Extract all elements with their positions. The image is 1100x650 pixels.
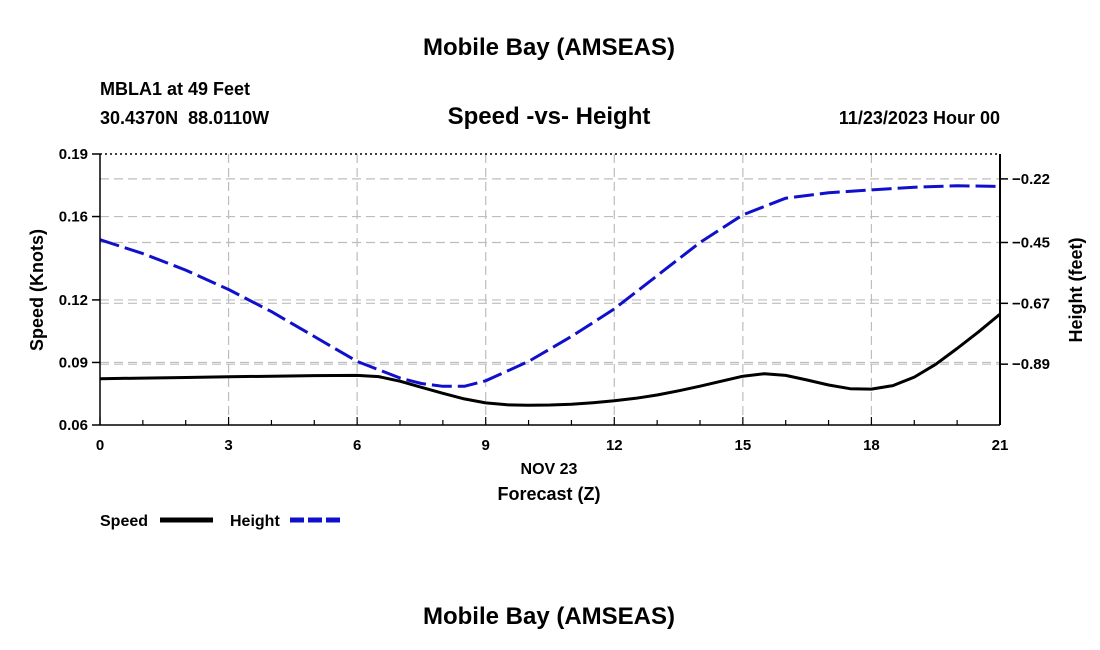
- footer-title: Mobile Bay (AMSEAS): [423, 603, 675, 630]
- grid-layer: [100, 154, 1000, 425]
- y-left-tick-label: 0.09: [59, 354, 88, 371]
- x-axis-label: Forecast (Z): [497, 484, 600, 504]
- x-tick-label: 12: [606, 437, 623, 454]
- legend: Speed Height: [100, 513, 343, 530]
- y-right-tick-label: −0.45: [1012, 234, 1050, 251]
- y-axis-right-label: Height (feet): [1066, 238, 1086, 343]
- y-left-tick-label: 0.06: [59, 417, 88, 434]
- y-right-tick-label: −0.67: [1012, 295, 1050, 312]
- y-right-tick-label: −0.89: [1012, 356, 1050, 373]
- plot-frame: [99, 153, 1001, 426]
- series-layer: [99, 184, 1001, 407]
- x-axis-date-label: NOV 23: [521, 461, 578, 478]
- y-right-tick-label: −0.22: [1012, 171, 1050, 188]
- legend-speed-label: Speed: [100, 513, 148, 530]
- y-left-tick-label: 0.12: [59, 292, 88, 309]
- plot-background: [100, 154, 1000, 425]
- x-axis: 0 3 6 9 12 15 18 21: [96, 417, 1009, 454]
- chart-subtitle: Speed -vs- Height: [448, 103, 651, 130]
- series-line-speed: [99, 312, 1001, 407]
- x-tick-label: 21: [992, 437, 1009, 454]
- legend-height-label: Height: [230, 513, 280, 530]
- station-label: MBLA1 at 49 Feet: [100, 79, 250, 99]
- x-tick-label: 9: [482, 437, 490, 454]
- x-tick-label: 3: [224, 437, 232, 454]
- y-left-tick-label: 0.16: [59, 209, 88, 226]
- y-left-tick-label: 0.19: [59, 146, 88, 163]
- plot-area: 0 3 6 9 12 15 18 21 0.060.090.120.160.19 −0.22−…: [59, 146, 1050, 454]
- x-tick-label: 6: [353, 437, 361, 454]
- series-line-height: [99, 184, 1001, 388]
- coordinates-label: 30.4370N 88.0110W: [100, 108, 269, 128]
- y-axis-left: 0.06 0.09 0.12 0.16 0.19: [59, 146, 100, 434]
- y-axis-right: −0.22 −0.45 −0.67 −0.89: [1000, 171, 1050, 373]
- datetime-label: 11/23/2023 Hour 00: [839, 108, 1000, 128]
- x-tick-label: 18: [863, 437, 880, 454]
- y-axis-left-label: Speed (Knots): [27, 229, 47, 351]
- page-title: Mobile Bay (AMSEAS): [423, 34, 675, 61]
- x-tick-label: 15: [735, 437, 752, 454]
- x-tick-label: 0: [96, 437, 104, 454]
